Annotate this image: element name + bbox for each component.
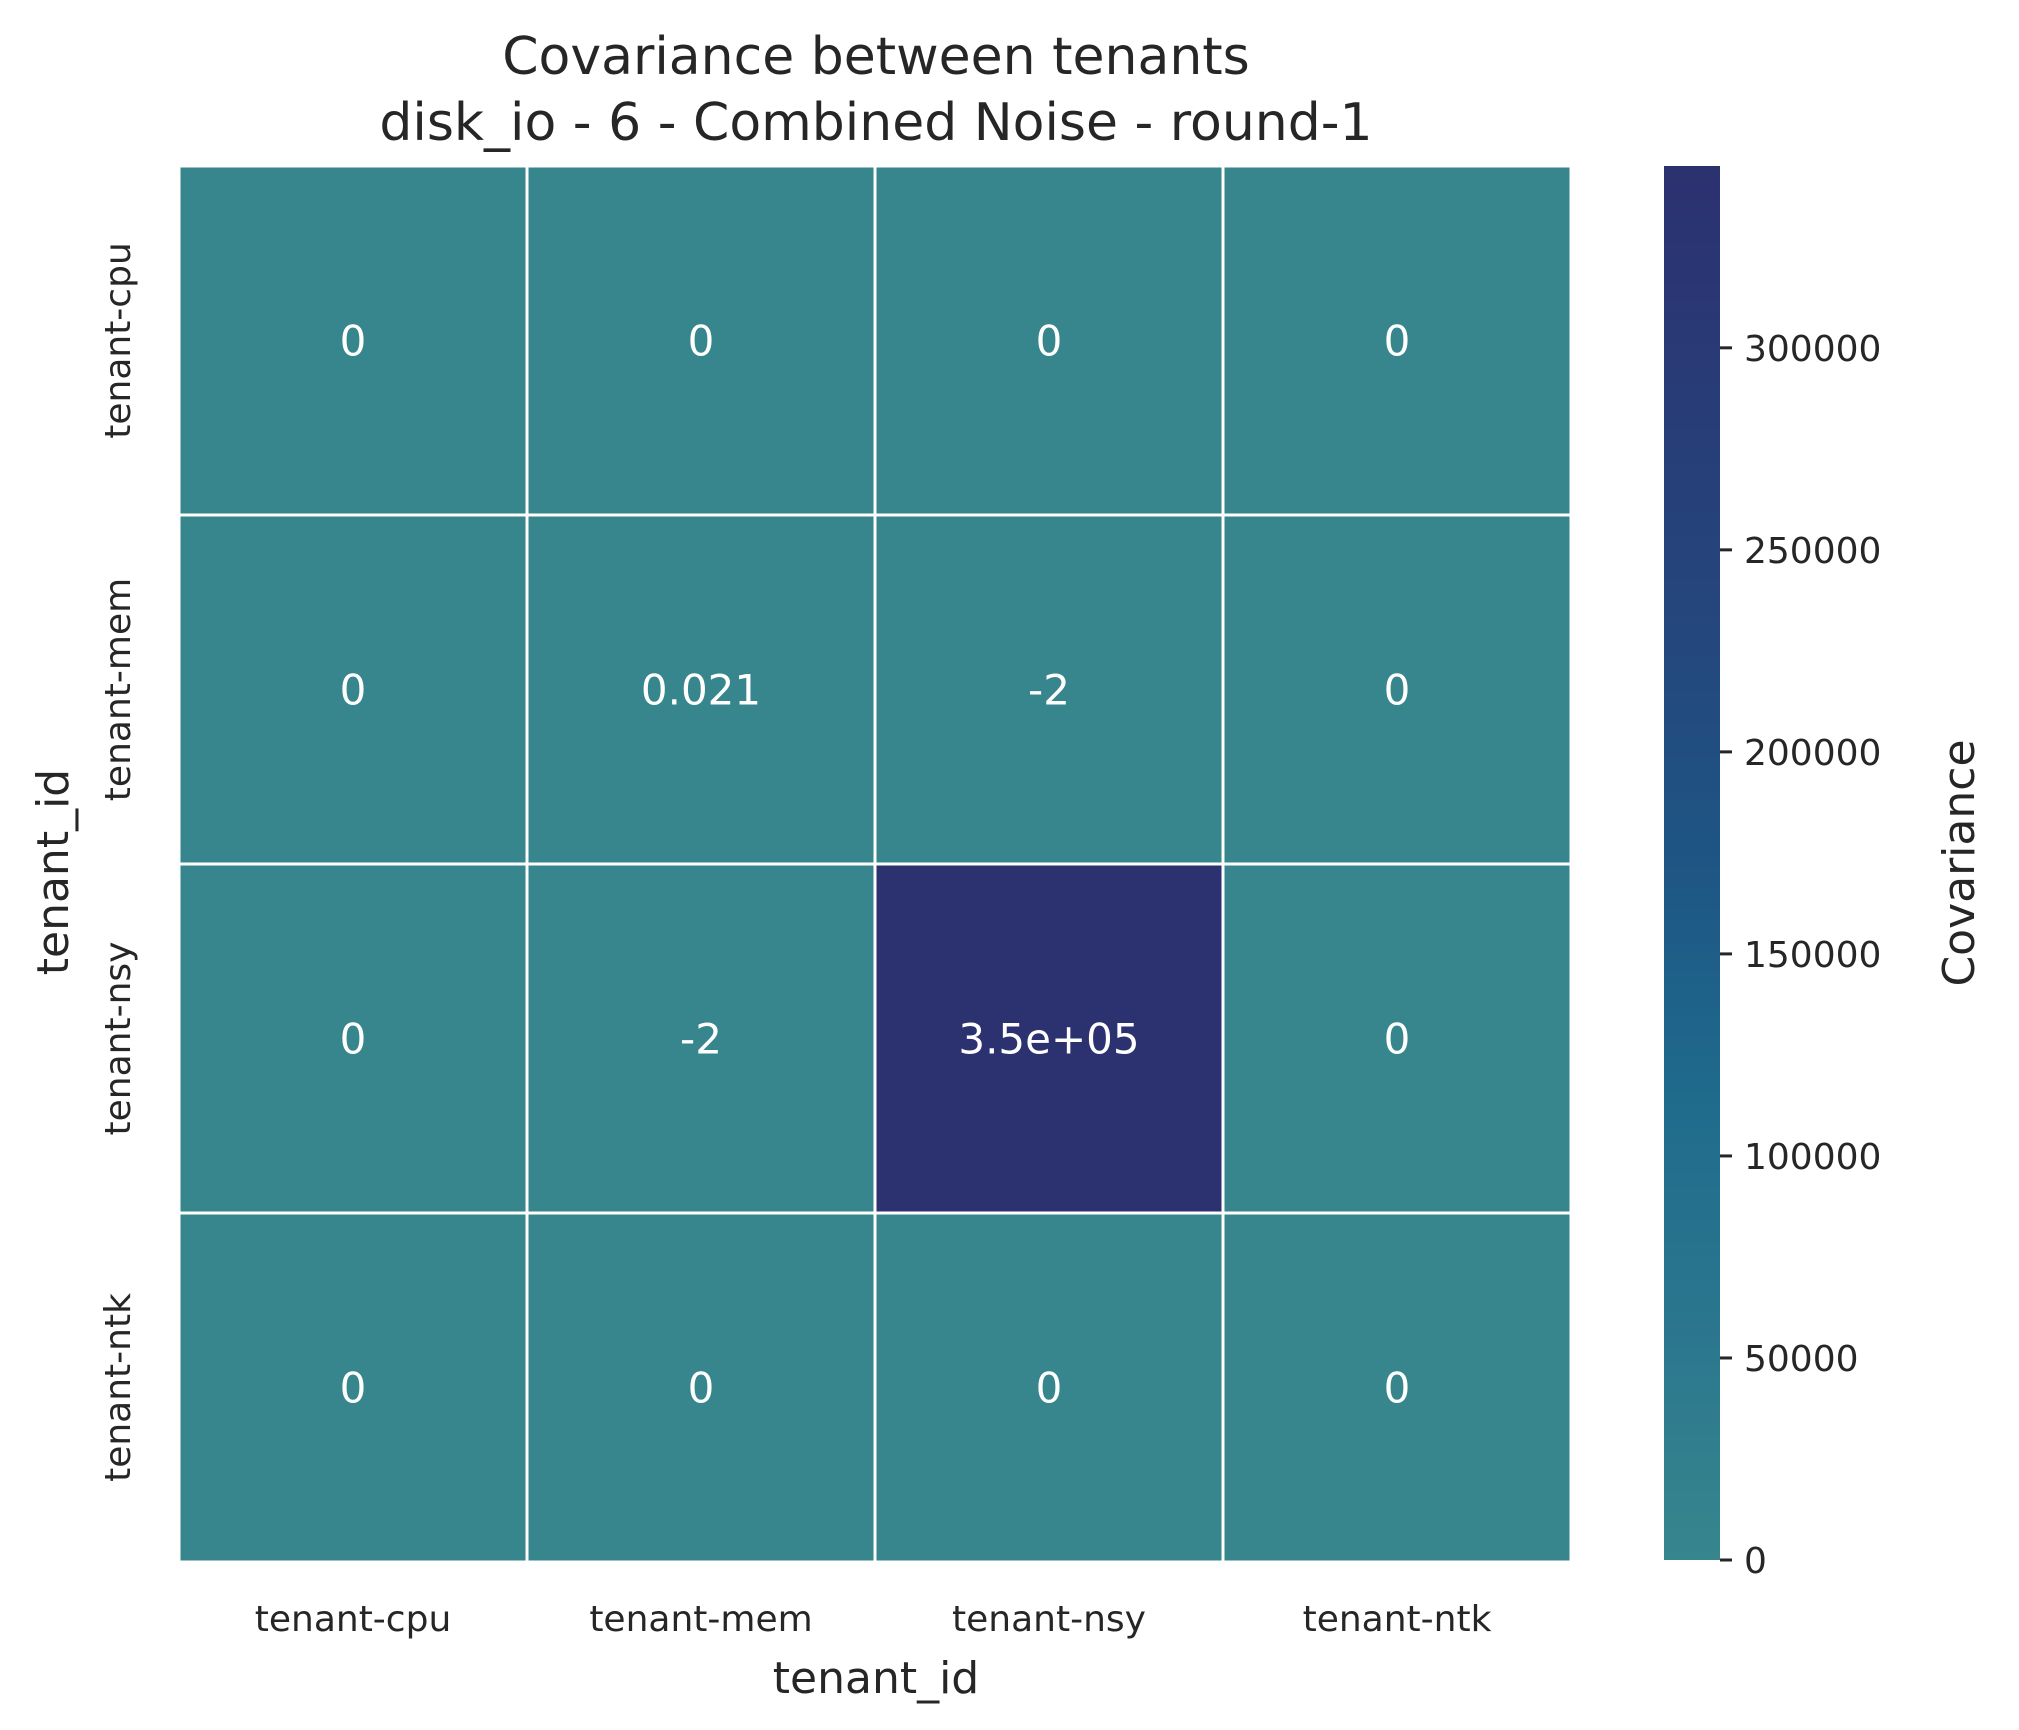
colorbar-ticks: 0 50000 100000 150000 200000 250000 300000 [1720, 329, 1881, 1582]
heatmap-cell [525, 862, 877, 1215]
y-tick-label: tenant-mem [98, 578, 139, 801]
cell-value-label: 0 [1384, 317, 1411, 366]
heatmap-cells [177, 164, 1573, 1564]
x-tick-label: tenant-nsy [952, 1599, 1146, 1640]
heatmap-cell [873, 1211, 1225, 1564]
heatmap-cell [525, 513, 877, 866]
chart-title-line-1: Covariance between tenants [502, 27, 1250, 87]
y-axis-ticks: tenant-cpu tenant-mem tenant-nsy tenant-ntk [98, 242, 139, 1482]
y-tick-label: tenant-nsy [98, 942, 139, 1136]
heatmap-cell [873, 164, 1225, 517]
cell-value-label: -2 [1028, 666, 1070, 715]
heatmap-cell [1221, 1211, 1573, 1564]
cell-value-label: 0 [340, 666, 367, 715]
y-tick-label: tenant-cpu [98, 242, 139, 439]
colorbar-tick-label: 100000 [1744, 1137, 1881, 1178]
heatmap-cell [1221, 513, 1573, 866]
x-tick-label: tenant-ntk [1303, 1599, 1492, 1640]
colorbar-label: Covariance [1934, 739, 1985, 986]
x-tick-label: tenant-cpu [255, 1599, 452, 1640]
x-tick-label: tenant-mem [589, 1599, 812, 1640]
heatmap-cell [1221, 862, 1573, 1215]
y-tick-label: tenant-ntk [98, 1293, 139, 1482]
cell-value-label: 0 [340, 1015, 367, 1064]
y-axis-label: tenant_id [28, 769, 79, 975]
cell-value-label: 0 [1384, 1364, 1411, 1413]
colorbar-tick-label: 0 [1744, 1541, 1767, 1582]
colorbar-tick-label: 150000 [1744, 935, 1881, 976]
colorbar-tick-label: 50000 [1744, 1339, 1859, 1380]
cell-value-label: 0 [688, 317, 715, 366]
heatmap-cell [177, 513, 529, 866]
cell-value-label: 0 [1384, 1015, 1411, 1064]
heatmap-cell [177, 164, 529, 517]
chart-title-line-2: disk_io - 6 - Combined Noise - round-1 [379, 93, 1372, 153]
colorbar [1664, 166, 1720, 1560]
heatmap-cell [177, 1211, 529, 1564]
cell-value-label: 0 [688, 1364, 715, 1413]
x-axis-label: tenant_id [773, 1653, 979, 1704]
colorbar-tick-label: 250000 [1744, 531, 1881, 572]
cell-value-label: 0 [1036, 317, 1063, 366]
heatmap-cell [525, 1211, 877, 1564]
cell-value-label: 0.021 [641, 666, 761, 715]
heatmap-cell-labels: 0 0 0 0 0 0.021 -2 0 0 -2 3.5e+05 0 0 0 0 0 [340, 317, 1411, 1413]
cell-value-label: -2 [680, 1015, 722, 1064]
heatmap-cell [525, 164, 877, 517]
cell-value-label: 0 [1384, 666, 1411, 715]
colorbar-tick-label: 200000 [1744, 733, 1881, 774]
cell-value-label: 0 [340, 317, 367, 366]
cell-value-label: 0 [340, 1364, 367, 1413]
cell-value-label: 0 [1036, 1364, 1063, 1413]
cell-value-label: 3.5e+05 [958, 1015, 1139, 1064]
colorbar-tick-label: 300000 [1744, 329, 1881, 370]
heatmap-cell [1221, 164, 1573, 517]
x-axis-ticks: tenant-cpu tenant-mem tenant-nsy tenant-ntk [255, 1599, 1492, 1640]
